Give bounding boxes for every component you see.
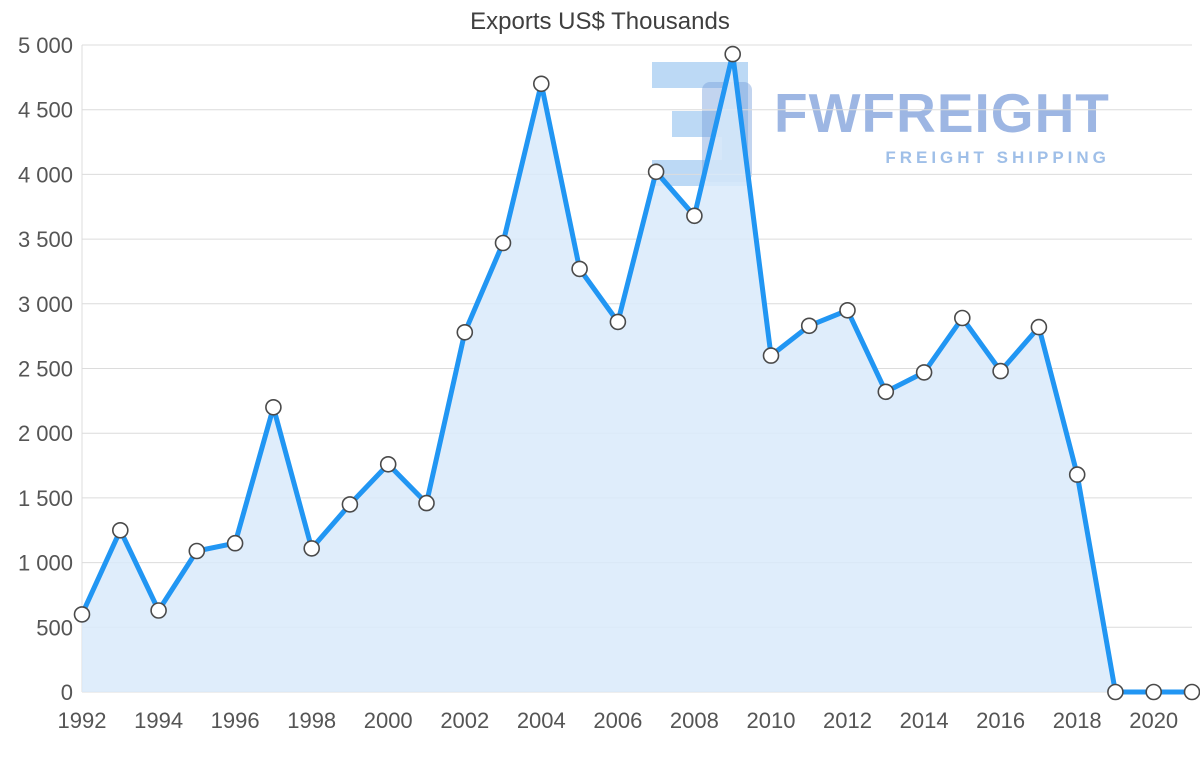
- x-axis-tick-label: 2006: [593, 708, 642, 733]
- data-point-marker[interactable]: [379, 455, 397, 473]
- data-point-marker[interactable]: [456, 323, 474, 341]
- data-point-marker[interactable]: [150, 602, 167, 619]
- data-point-marker[interactable]: [265, 398, 282, 416]
- y-axis-tick-label: 4 500: [18, 98, 73, 123]
- data-point-marker[interactable]: [762, 347, 780, 364]
- data-point-marker[interactable]: [494, 234, 512, 252]
- y-axis-tick-label: 1 000: [18, 551, 73, 576]
- data-point-marker[interactable]: [226, 534, 244, 552]
- brand-tagline-text: FREIGHT SHIPPING: [885, 148, 1110, 167]
- brand-name-text: FWFREIGHT: [774, 82, 1110, 144]
- x-axis-tick-label: 2004: [517, 708, 566, 733]
- data-point-marker[interactable]: [915, 364, 933, 381]
- data-point-marker[interactable]: [1183, 683, 1200, 701]
- x-axis-tick-label: 2002: [440, 708, 489, 733]
- data-point-marker[interactable]: [341, 496, 359, 513]
- x-axis-tick-label: 1998: [287, 708, 336, 733]
- y-axis-tick-label: 2 500: [18, 357, 73, 382]
- data-point-marker[interactable]: [953, 309, 971, 327]
- data-point-marker[interactable]: [188, 542, 206, 560]
- y-axis-tick-label: 500: [36, 615, 73, 640]
- data-point-marker[interactable]: [647, 163, 665, 181]
- data-point-marker[interactable]: [724, 45, 742, 63]
- y-axis-tick-label: 5 000: [18, 33, 73, 58]
- y-axis-tick-label: 1 500: [18, 486, 73, 511]
- x-axis-tick-label: 2000: [364, 708, 413, 733]
- y-axis-tick-label: 3 000: [18, 292, 73, 317]
- x-axis-tick-label: 1996: [211, 708, 260, 733]
- data-point-marker[interactable]: [571, 260, 588, 278]
- y-axis-tick-label: 3 500: [18, 227, 73, 252]
- x-axis-tick-label: 2010: [747, 708, 796, 733]
- x-axis-tick-label: 2014: [900, 708, 949, 733]
- data-point-marker[interactable]: [112, 521, 129, 539]
- x-axis-tick-label: 1992: [58, 708, 107, 733]
- data-point-marker[interactable]: [532, 75, 550, 93]
- series-line: [79, 51, 1195, 695]
- x-axis-tick-label: 1994: [134, 708, 183, 733]
- data-point-marker[interactable]: [686, 207, 703, 225]
- data-point-marker[interactable]: [73, 606, 91, 623]
- data-point-marker[interactable]: [1107, 683, 1124, 701]
- area-fill: [82, 54, 1192, 693]
- y-axis-tick-label: 2 000: [18, 421, 73, 446]
- x-axis-tick-label: 2016: [976, 708, 1025, 733]
- chart-title: Exports US$ Thousands: [470, 8, 730, 35]
- x-axis-tick-label: 2018: [1053, 708, 1102, 733]
- data-point-marker[interactable]: [992, 362, 1009, 380]
- data-point-marker[interactable]: [1145, 683, 1162, 701]
- y-axis-tick-label: 0: [61, 680, 73, 705]
- data-point-marker[interactable]: [303, 540, 321, 557]
- brand-watermark-text: FWFREIGHT FREIGHT SHIPPING: [774, 62, 1110, 168]
- data-point-marker[interactable]: [609, 313, 627, 331]
- data-point-marker[interactable]: [800, 317, 818, 335]
- x-axis-tick-label: 2012: [823, 708, 872, 733]
- data-point-marker[interactable]: [1030, 318, 1048, 336]
- data-point-marker[interactable]: [418, 494, 435, 512]
- x-axis-tick-label: 2008: [670, 708, 719, 733]
- data-point-marker[interactable]: [877, 383, 895, 401]
- y-axis-tick-label: 4 000: [18, 162, 73, 187]
- x-axis-tick-label: 2020: [1129, 708, 1178, 733]
- data-point-marker[interactable]: [839, 301, 856, 319]
- data-point-marker[interactable]: [1068, 466, 1086, 483]
